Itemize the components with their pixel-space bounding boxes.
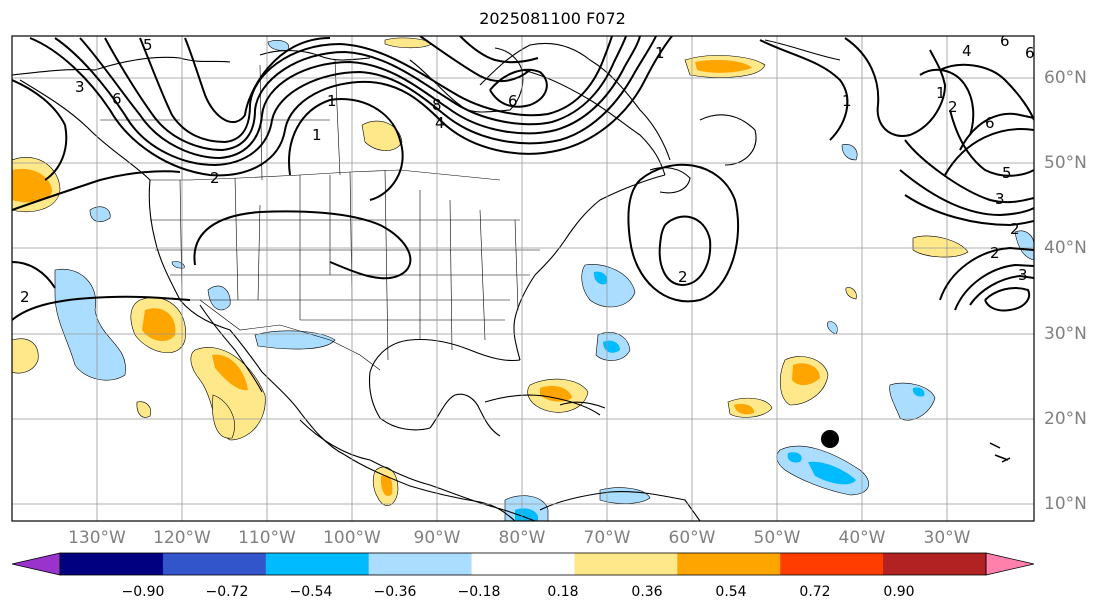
lon-label: 100°W xyxy=(323,528,381,548)
lon-label: 70°W xyxy=(583,528,631,548)
coastlines xyxy=(12,39,1011,521)
colorbar-tick: 0.18 xyxy=(547,584,579,600)
colorbar-segment xyxy=(677,553,781,575)
lat-label: 50°N xyxy=(1044,153,1087,173)
lon-label: 50°W xyxy=(753,528,801,548)
map-frame xyxy=(11,35,1035,522)
contour-label: 8 xyxy=(432,96,442,114)
lon-label: 60°W xyxy=(668,528,716,548)
colorbar-tick: 0.54 xyxy=(715,584,747,600)
colorbar-tick: −0.18 xyxy=(457,584,501,600)
contour-label: 3 xyxy=(995,190,1005,208)
contour-label: 6 xyxy=(1025,44,1035,62)
colorbar-segment xyxy=(574,553,678,575)
contour-label: 6 xyxy=(112,90,122,108)
contour-labels: 5 3 6 1 2 6 8 4 1 6 1 4 6 1 2 5 6 3 2 3 … xyxy=(20,32,1035,306)
colorbar-tick: −0.54 xyxy=(289,584,333,600)
contour-label: 6 xyxy=(1000,32,1010,50)
colorbar-segment xyxy=(883,553,987,575)
colorbar-segment xyxy=(265,553,370,575)
colorbar-segment xyxy=(162,553,267,575)
contour-label: 2 xyxy=(1010,220,1020,238)
contour-label: 4 xyxy=(435,114,445,132)
lon-label: 130°W xyxy=(68,528,126,548)
lat-label: 40°N xyxy=(1044,238,1087,258)
political-borders xyxy=(100,59,540,371)
lon-label: 110°W xyxy=(238,528,296,548)
contour-label: 2 xyxy=(678,268,688,286)
storm-marker[interactable] xyxy=(821,430,839,448)
lat-label: 20°N xyxy=(1044,409,1087,429)
lon-label: 90°W xyxy=(413,528,461,548)
lat-label: 60°N xyxy=(1044,68,1087,88)
contour-label: 3 xyxy=(75,78,85,96)
contour-label: 5 xyxy=(1002,164,1012,182)
colorbar-segment xyxy=(471,553,575,575)
lon-label: 80°W xyxy=(498,528,546,548)
shading-layer xyxy=(12,37,1034,521)
colorbar-segment xyxy=(60,553,164,575)
contour-label: 6 xyxy=(508,92,518,110)
contour-label: 1 xyxy=(655,44,665,62)
graticule xyxy=(12,36,1034,521)
colorbar-tick: 0.36 xyxy=(631,584,663,600)
colorbar-tick: −0.36 xyxy=(373,584,417,600)
contour-label: 2 xyxy=(210,169,220,187)
lon-label: 30°W xyxy=(923,528,971,548)
colorbar-segment xyxy=(780,553,884,575)
contour-lines xyxy=(12,36,1034,321)
lon-label: 40°W xyxy=(838,528,886,548)
lat-label: 30°N xyxy=(1044,324,1087,344)
contour-label: 1 xyxy=(936,84,946,102)
contour-label: 1 xyxy=(327,92,337,110)
map-title: 2025081100 F072 xyxy=(479,9,626,28)
contour-label: 4 xyxy=(962,42,972,60)
contour-label: 2 xyxy=(990,244,1000,262)
contour-label: 3 xyxy=(1018,266,1028,284)
contour-label: 6 xyxy=(985,114,995,132)
contour-label: 1 xyxy=(842,92,852,110)
lon-label: 120°W xyxy=(153,528,211,548)
colorbar xyxy=(11,552,1035,576)
colorbar-tick: 0.72 xyxy=(799,584,831,600)
colorbar-segment xyxy=(368,553,473,575)
colorbar-tick: −0.90 xyxy=(121,584,165,600)
colorbar-tick: −0.72 xyxy=(205,584,249,600)
contour-label: 5 xyxy=(143,36,153,54)
contour-label: 1 xyxy=(312,126,322,144)
colorbar-tick: 0.90 xyxy=(883,584,915,600)
contour-label: 2 xyxy=(948,98,958,116)
contour-label: 2 xyxy=(20,288,30,306)
lat-label: 10°N xyxy=(1044,494,1087,514)
